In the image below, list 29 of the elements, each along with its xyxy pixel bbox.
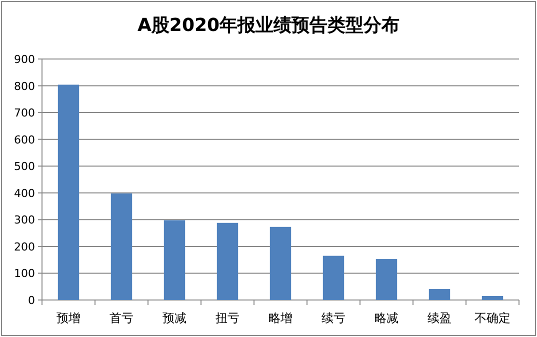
x-tick-label: 续盈 (428, 311, 452, 325)
bar (322, 256, 344, 300)
bar (482, 296, 504, 300)
bar (428, 289, 450, 300)
y-tick-label: 500 (14, 160, 35, 174)
y-tick-label: 300 (14, 214, 35, 227)
y-tick-label: 900 (14, 53, 35, 66)
x-tick-label: 略减 (374, 311, 398, 325)
x-tick-label: 续亏 (322, 311, 346, 325)
y-tick-label: 600 (14, 133, 35, 146)
bar (376, 259, 398, 300)
y-tick-label: 0 (28, 294, 35, 307)
x-tick-label: 预增 (56, 311, 80, 325)
bar (270, 226, 292, 300)
x-tick-label: 不确定 (474, 311, 510, 325)
y-tick-label: 200 (14, 240, 35, 254)
x-tick-label: 扭亏 (216, 311, 240, 325)
y-tick-label: 100 (14, 267, 35, 280)
bar (216, 222, 238, 300)
x-tick-label: 略增 (268, 311, 292, 325)
bar (58, 84, 80, 300)
bar (164, 220, 186, 300)
x-tick-label: 首亏 (110, 311, 134, 325)
x-tick-label: 预减 (162, 311, 186, 325)
bar (110, 193, 132, 300)
y-tick-label: 800 (14, 80, 35, 93)
y-tick-label: 400 (14, 186, 35, 200)
chart-title: A股2020年报业绩预告类型分布 (137, 15, 400, 36)
y-tick-label: 700 (14, 106, 35, 120)
